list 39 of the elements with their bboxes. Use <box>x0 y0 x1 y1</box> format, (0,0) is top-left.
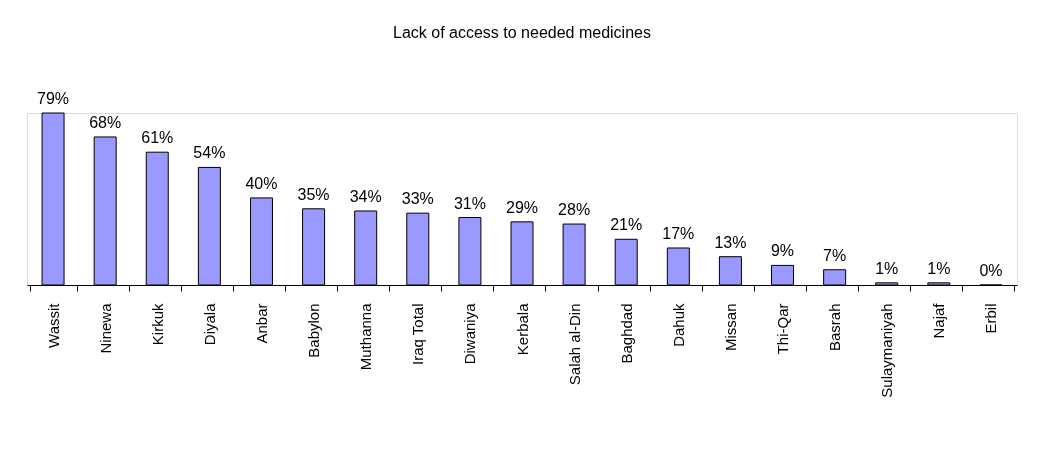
x-tick-label: Dahuk <box>669 303 687 347</box>
data-label: 0% <box>979 262 1003 279</box>
data-label: 35% <box>297 185 330 203</box>
data-label: 7% <box>823 246 847 264</box>
x-tick-label: Najaf <box>930 302 948 339</box>
data-label: 40% <box>245 174 278 192</box>
x-tick-label: Thi-Qar <box>774 303 792 355</box>
data-label: 54% <box>193 144 226 162</box>
x-tick-label: Diwaniya <box>461 302 479 365</box>
x-tick-label: Basrah <box>826 303 844 352</box>
data-label: 61% <box>141 129 174 147</box>
x-tick-label: Anbar <box>252 303 270 344</box>
data-label: 28% <box>558 201 591 219</box>
data-label: 29% <box>505 198 539 216</box>
x-tick-label: Kirkuk <box>148 303 166 346</box>
data-label: 1% <box>927 259 951 277</box>
data-label: 21% <box>610 216 643 234</box>
x-tick-label: Iraq Total <box>409 303 427 365</box>
data-label: 31% <box>453 194 486 212</box>
data-label: 33% <box>401 190 434 208</box>
x-tick-label: Babylon <box>305 303 323 358</box>
data-label: 1% <box>875 259 899 277</box>
x-tick-label: Sulaymaniyah <box>878 303 896 398</box>
data-label: 17% <box>662 224 695 242</box>
data-label: 68% <box>89 113 122 131</box>
x-tick-label: Baghdad <box>617 303 635 364</box>
data-label: 79% <box>37 90 70 107</box>
x-tick-label: Kerbala <box>513 302 531 356</box>
x-tick-label: Diyala <box>200 302 218 346</box>
x-tick-label: Salah al-Din <box>565 303 583 386</box>
x-tick-label: Erbil <box>982 303 1000 334</box>
chart-title: Lack of access to needed medicines <box>393 24 651 41</box>
x-tick-label: Missan <box>721 303 739 352</box>
data-label: 13% <box>714 233 747 251</box>
x-tick-label: Wassit <box>44 302 62 348</box>
x-tick-label: Muthanna <box>357 302 375 371</box>
x-tick-label: Ninewa <box>96 302 114 354</box>
data-label: 34% <box>349 187 382 205</box>
data-label: 9% <box>770 242 795 260</box>
